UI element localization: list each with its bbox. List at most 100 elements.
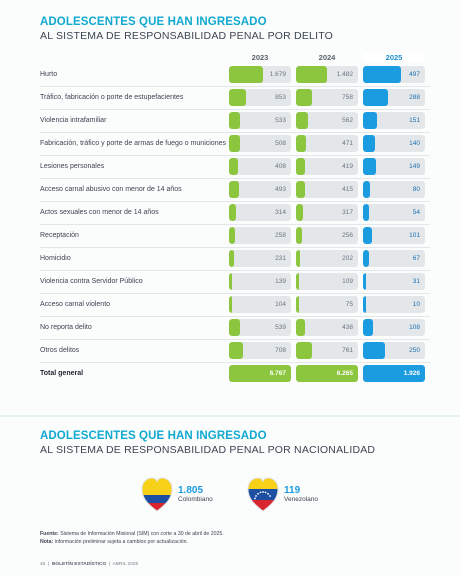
cell-2023: 258 [229, 227, 291, 244]
row-label: Hurto [40, 70, 58, 78]
table-row: Acceso carnal abusivo con menor de 14 añ… [40, 179, 430, 202]
cell-2023-bar [229, 342, 244, 359]
nationality-colombia: 1.805 Colombiano [140, 475, 213, 513]
cell-2024-value: 317 [342, 209, 353, 216]
cell-2023-bar [229, 66, 264, 83]
cell-2024-bar [296, 66, 327, 83]
cell-2023-bar [229, 158, 238, 175]
cell-2023-value: 408 [275, 163, 286, 170]
cell-2023-value: 231 [275, 255, 286, 262]
cell-2024-bar [296, 204, 303, 221]
table-row: Fabricación, tráfico y porte de armas de… [40, 133, 430, 156]
cell-2023-value: 314 [275, 209, 286, 216]
cell-2023: 139 [229, 273, 291, 290]
cell-2024-bar [296, 181, 305, 198]
cell-2024-value: 471 [342, 140, 353, 147]
cell-2024-bar [296, 135, 306, 152]
cell-2025: 497 [363, 66, 425, 83]
cell-2025-value: 497 [409, 71, 420, 78]
cell-2024-bar [296, 89, 313, 106]
cell-2025-bar [363, 342, 385, 359]
cell-2023: 539 [229, 319, 291, 336]
cell-2025-bar [363, 250, 370, 267]
cell-2023-bar [229, 227, 235, 244]
cell-2024: 761 [296, 342, 358, 359]
cell-2024: 109 [296, 273, 358, 290]
cell-2023-value: 508 [275, 140, 286, 147]
cell-2023-bar [229, 135, 240, 152]
row-label: Homicidio [40, 254, 71, 262]
table-row: Hurto 1.679 1.482 497 [40, 64, 430, 87]
cell-2025-bar [363, 181, 371, 198]
cell-2025-value: 151 [409, 117, 420, 124]
row-label: Receptación [40, 231, 79, 239]
cell-2023: 231 [229, 250, 291, 267]
crime-table: Hurto 1.679 1.482 497 Tráfico, fabricación o… [40, 64, 430, 386]
cell-2025-value: 288 [409, 94, 420, 101]
cell-2025-value: 101 [409, 232, 420, 239]
row-label: Acceso carnal abusivo con menor de 14 añ… [40, 185, 182, 193]
row-label: Fabricación, tráfico y porte de armas de… [40, 139, 226, 147]
nota-label: Nota: [40, 538, 54, 545]
cell-2023-value: 258 [275, 232, 286, 239]
cell-2024-value: 758 [342, 94, 353, 101]
column-header-2025: 2025 [363, 53, 425, 62]
total-2024-bar [296, 365, 358, 382]
cell-2024-bar [296, 112, 308, 129]
total-2024-value: 6.265 [336, 370, 353, 377]
cell-2025-value: 10 [412, 301, 420, 308]
row-label: Actos sexuales con menor de 14 años [40, 208, 159, 216]
total-2023-bar [229, 365, 291, 382]
cell-2025-bar [363, 112, 377, 129]
cell-2024-value: 256 [342, 232, 353, 239]
total-2025: 1.926 [363, 365, 425, 382]
cell-2025: 10 [363, 296, 425, 313]
nota-text: información preliminar sujeta a cambios … [54, 538, 188, 545]
cell-2025-bar [363, 227, 373, 244]
cell-2023-value: 708 [275, 347, 286, 354]
table-row: Receptación 258 256 101 [40, 225, 430, 248]
cell-2025-value: 149 [409, 163, 420, 170]
cell-2024: 471 [296, 135, 358, 152]
total-2025-value: 1.926 [403, 370, 420, 377]
cell-2025-value: 67 [412, 255, 420, 262]
cell-2024-value: 202 [342, 255, 353, 262]
fuente-text: Sistema de Información Misional (SIM) co… [60, 531, 224, 537]
cell-2024-value: 1.482 [336, 71, 353, 78]
cell-2023: 314 [229, 204, 291, 221]
cell-2023-value: 853 [275, 94, 286, 101]
cell-2023: 533 [229, 112, 291, 129]
colombia-flag-heart-icon [140, 475, 174, 513]
cell-2023-value: 493 [275, 186, 286, 193]
total-2024: 6.265 [296, 365, 358, 382]
cell-2023-bar [229, 89, 247, 106]
cell-2024: 438 [296, 319, 358, 336]
column-header-2023: 2023 [251, 53, 269, 62]
cell-2023-bar [229, 204, 236, 221]
cell-2025: 288 [363, 89, 425, 106]
page-number: 46 [40, 562, 46, 567]
cell-2024-value: 109 [342, 278, 353, 285]
source-notes: Fuente: Sistema de Información Misional … [40, 531, 224, 546]
venezuela-flag-heart-icon [246, 475, 280, 513]
total-2023: 6.767 [229, 365, 291, 382]
cell-2025-value: 108 [409, 324, 420, 331]
cell-2023: 1.679 [229, 66, 291, 83]
cell-2025-bar [363, 158, 377, 175]
cell-2024-bar [296, 296, 300, 313]
cell-2023-value: 1.679 [269, 71, 286, 78]
nationality-venezuela: 119 Venezolano [246, 475, 318, 513]
cell-2025: 80 [363, 181, 425, 198]
cell-2025-value: 250 [409, 347, 420, 354]
total-label: Total general [40, 369, 84, 377]
cell-2023-value: 533 [275, 117, 286, 124]
colombia-value: 1.805 [178, 485, 204, 496]
cell-2023: 708 [229, 342, 291, 359]
cell-2024-value: 438 [342, 324, 353, 331]
table-row: Lesiones personales 408 419 149 [40, 156, 430, 179]
venezuela-label: Venezolano [284, 496, 318, 503]
cell-2024-bar [296, 250, 301, 267]
cell-2024: 75 [296, 296, 358, 313]
row-label: Acceso carnal violento [40, 300, 111, 308]
